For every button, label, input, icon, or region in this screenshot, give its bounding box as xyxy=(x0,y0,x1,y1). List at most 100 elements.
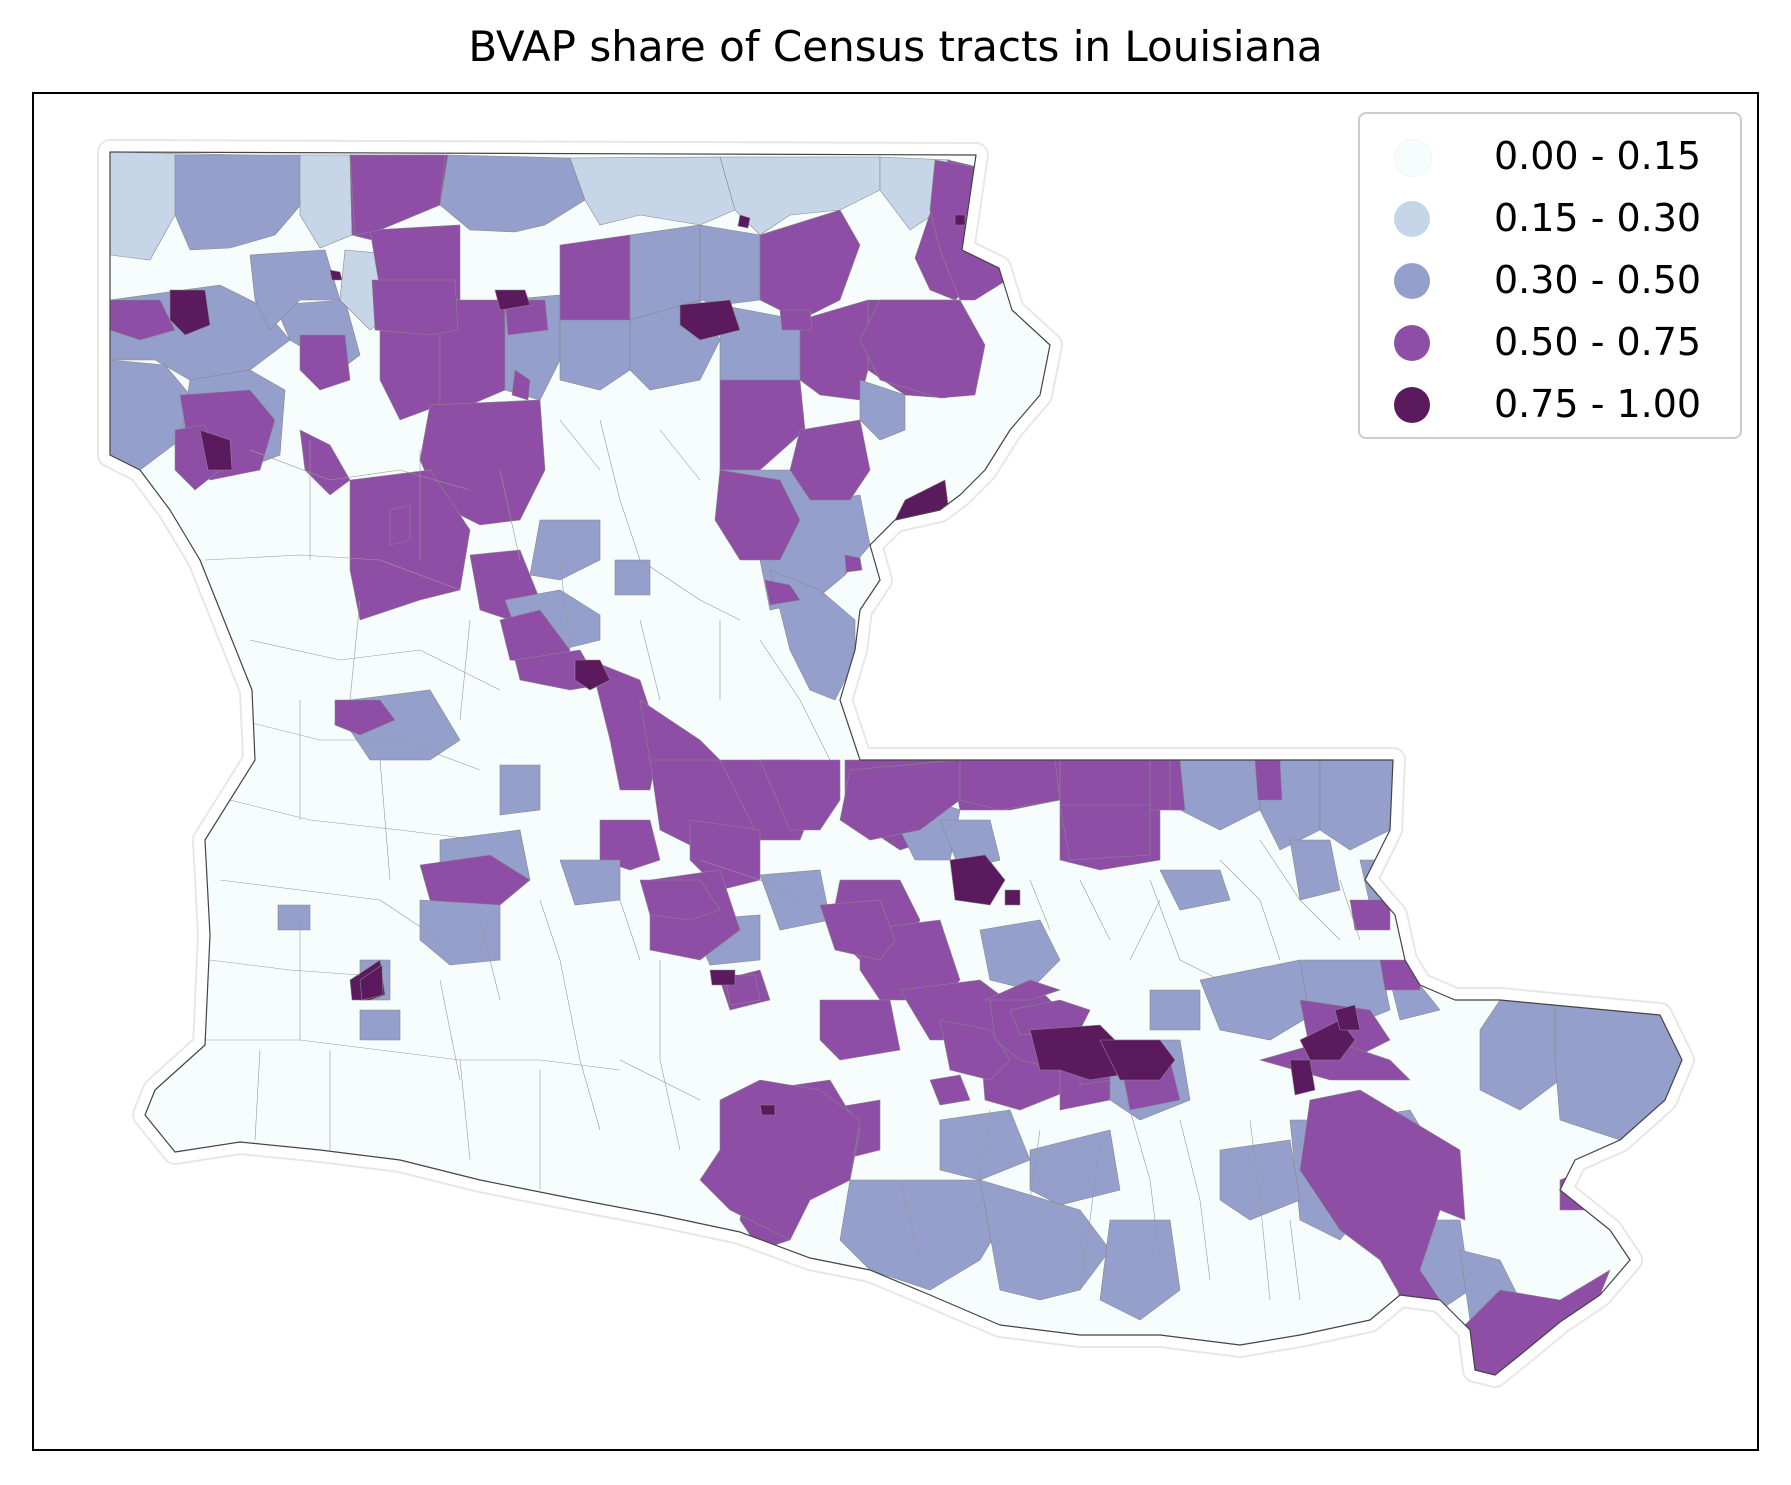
tract-boundary-line xyxy=(539,899,561,961)
census-tract xyxy=(679,299,741,341)
census-tract xyxy=(1289,1059,1316,1096)
census-tract xyxy=(559,319,631,391)
census-tract xyxy=(737,214,751,229)
tract-boundary-line xyxy=(205,1039,621,1071)
census-tract xyxy=(709,969,736,986)
census-tract xyxy=(719,379,806,471)
tract-boundary-line xyxy=(1399,849,1481,881)
legend-label: 0.00 - 0.15 xyxy=(1494,134,1702,178)
census-tract xyxy=(1219,1139,1301,1221)
census-tract xyxy=(1059,804,1151,861)
census-tract xyxy=(110,299,176,341)
tract-boundary-line xyxy=(499,469,521,561)
census-tract xyxy=(844,554,863,573)
census-tract xyxy=(819,899,896,961)
census-tract xyxy=(1159,869,1231,911)
census-tract xyxy=(371,279,459,336)
tract-boundary-line xyxy=(209,959,361,976)
tract-boundary-line xyxy=(459,619,471,721)
census-tract xyxy=(419,399,546,526)
tract-boundary-line xyxy=(1289,1219,1301,1301)
legend-swatch xyxy=(1394,263,1430,299)
census-tract xyxy=(329,269,343,281)
tract-boundary-line xyxy=(1339,879,1361,941)
census-tract xyxy=(949,854,1006,906)
tract-boundary-line xyxy=(559,419,601,471)
tract-boundary-line xyxy=(349,599,361,701)
census-tract xyxy=(1199,959,1321,1041)
tract-boundary-line xyxy=(249,449,471,491)
tract-boundary-line xyxy=(1129,899,1161,961)
census-tract xyxy=(569,156,736,226)
legend-label: 0.50 - 0.75 xyxy=(1494,320,1702,364)
tract-boundary-line xyxy=(254,1049,261,1141)
census-tract xyxy=(199,429,233,471)
census-tract xyxy=(1289,839,1341,901)
tract-boundary-line xyxy=(1129,1109,1161,1261)
census-tract xyxy=(1099,1039,1176,1081)
legend: 0.00 - 0.15 0.15 - 0.30 0.30 - 0.50 0.50… xyxy=(1358,112,1742,439)
tract-boundary-line xyxy=(699,859,801,901)
census-tract xyxy=(979,919,1061,991)
tract-boundary-line xyxy=(619,899,641,961)
census-tract xyxy=(764,579,801,606)
census-tract xyxy=(859,379,906,441)
census-tract xyxy=(699,224,761,306)
census-tract xyxy=(559,234,631,331)
census-tract xyxy=(984,979,1061,1001)
census-tract xyxy=(1349,899,1391,931)
census-tract xyxy=(819,999,901,1061)
census-tract xyxy=(759,759,841,831)
tract-boundary-line xyxy=(439,979,461,1081)
tract-boundary-line xyxy=(379,759,391,881)
census-tract xyxy=(494,289,531,311)
legend-item: 0.15 - 0.30 xyxy=(1360,190,1740,250)
tract-boundary-line xyxy=(1079,879,1111,941)
legend-label: 0.30 - 0.50 xyxy=(1494,258,1702,302)
tract-boundary-line xyxy=(599,419,641,561)
census-tract xyxy=(334,699,396,736)
tract-boundary-line xyxy=(1029,1129,1041,1201)
tract-boundary-line xyxy=(1029,879,1051,931)
census-tract xyxy=(1459,879,1531,931)
tract-boundary-line xyxy=(1259,839,1341,941)
tract-boundary-line xyxy=(639,559,741,621)
census-tract xyxy=(699,1079,861,1241)
census-tract xyxy=(954,214,966,226)
legend-item: 0.00 - 0.15 xyxy=(1360,128,1740,188)
tract-boundary-line xyxy=(204,554,461,591)
legend-swatch xyxy=(1394,201,1430,237)
tract-boundary-line xyxy=(639,619,661,701)
legend-item: 0.50 - 0.75 xyxy=(1360,314,1740,374)
census-tract xyxy=(1254,759,1283,801)
state-boundary xyxy=(109,151,1683,1376)
tract-boundary-line xyxy=(559,959,601,1131)
census-tract xyxy=(574,659,611,691)
tract-boundary-line xyxy=(479,919,501,1001)
census-tract xyxy=(759,1104,776,1116)
census-tract xyxy=(1029,1024,1126,1081)
census-tract xyxy=(759,209,861,321)
tract-boundary-line xyxy=(979,1109,991,1181)
tract-boundary-line xyxy=(229,799,481,841)
census-tract xyxy=(419,899,501,966)
census-tract xyxy=(529,519,601,581)
census-tract xyxy=(939,1019,1011,1081)
census-tract xyxy=(1009,999,1091,1036)
tract-boundary-line xyxy=(619,1059,701,1101)
census-tract xyxy=(614,559,651,596)
tract-boundary-line xyxy=(1249,1119,1271,1301)
census-tract xyxy=(1029,1129,1121,1206)
census-tract xyxy=(249,249,341,331)
tract-boundary-line xyxy=(659,429,701,481)
census-tract xyxy=(769,569,856,701)
census-tract xyxy=(639,879,721,921)
census-tract xyxy=(277,904,311,931)
census-tract xyxy=(299,154,353,249)
census-tract xyxy=(789,419,871,501)
census-tract xyxy=(169,289,211,336)
legend-item: 0.30 - 0.50 xyxy=(1360,252,1740,312)
census-tract xyxy=(299,334,351,391)
tract-boundary-line xyxy=(1179,1119,1211,1281)
